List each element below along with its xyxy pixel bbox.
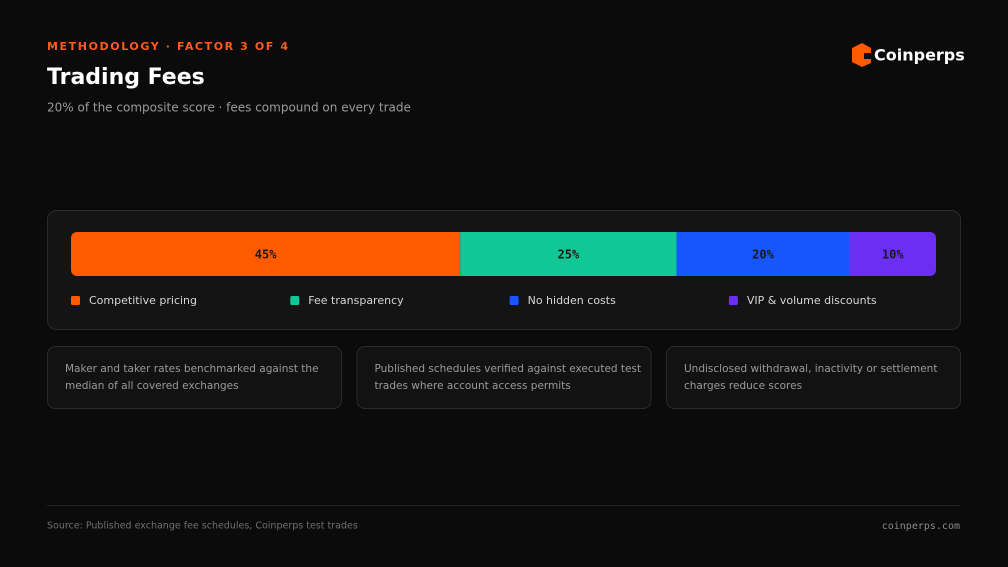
bar-segment bbox=[849, 232, 936, 276]
card-text: median of all covered exchanges bbox=[65, 380, 239, 392]
info-card bbox=[666, 346, 961, 409]
legend-label: VIP & volume discounts bbox=[747, 294, 877, 307]
value-label: 10% bbox=[882, 248, 904, 262]
info-card bbox=[356, 346, 652, 409]
legend-swatch bbox=[728, 296, 738, 305]
card-text: Undisclosed withdrawal, inactivity or se… bbox=[684, 363, 937, 375]
stacked-bar bbox=[71, 232, 936, 276]
title: Trading Fees bbox=[47, 65, 205, 90]
value-label: 25% bbox=[558, 248, 580, 262]
legend-label: No hidden costs bbox=[528, 294, 617, 307]
source: Source: Published exchange fee schedules… bbox=[47, 521, 358, 532]
site: coinperps.com bbox=[882, 521, 960, 532]
legend-swatch bbox=[509, 296, 519, 305]
card-text: Maker and taker rates benchmarked agains… bbox=[65, 363, 319, 375]
legend-swatch bbox=[71, 296, 80, 305]
brand-logo bbox=[852, 43, 871, 67]
legend-swatch bbox=[290, 296, 300, 305]
eyebrow: METHODOLOGY · FACTOR 3 OF 4 bbox=[47, 40, 290, 53]
subtitle: 20% of the composite score · fees compou… bbox=[47, 101, 411, 115]
value-label: 20% bbox=[752, 248, 774, 262]
value-label: 45% bbox=[255, 248, 277, 262]
card-text: charges reduce scores bbox=[684, 380, 802, 392]
brand-name: Coinperps bbox=[874, 46, 965, 65]
info-card bbox=[47, 346, 342, 409]
card-text: trades where account access permits bbox=[375, 380, 571, 392]
legend-label: Competitive pricing bbox=[89, 294, 197, 307]
card-text: Published schedules verified against exe… bbox=[375, 363, 642, 375]
legend-label: Fee transparency bbox=[308, 294, 404, 307]
bar-segment bbox=[71, 232, 461, 276]
bar-segment bbox=[676, 232, 850, 276]
bar-segment bbox=[460, 232, 677, 276]
